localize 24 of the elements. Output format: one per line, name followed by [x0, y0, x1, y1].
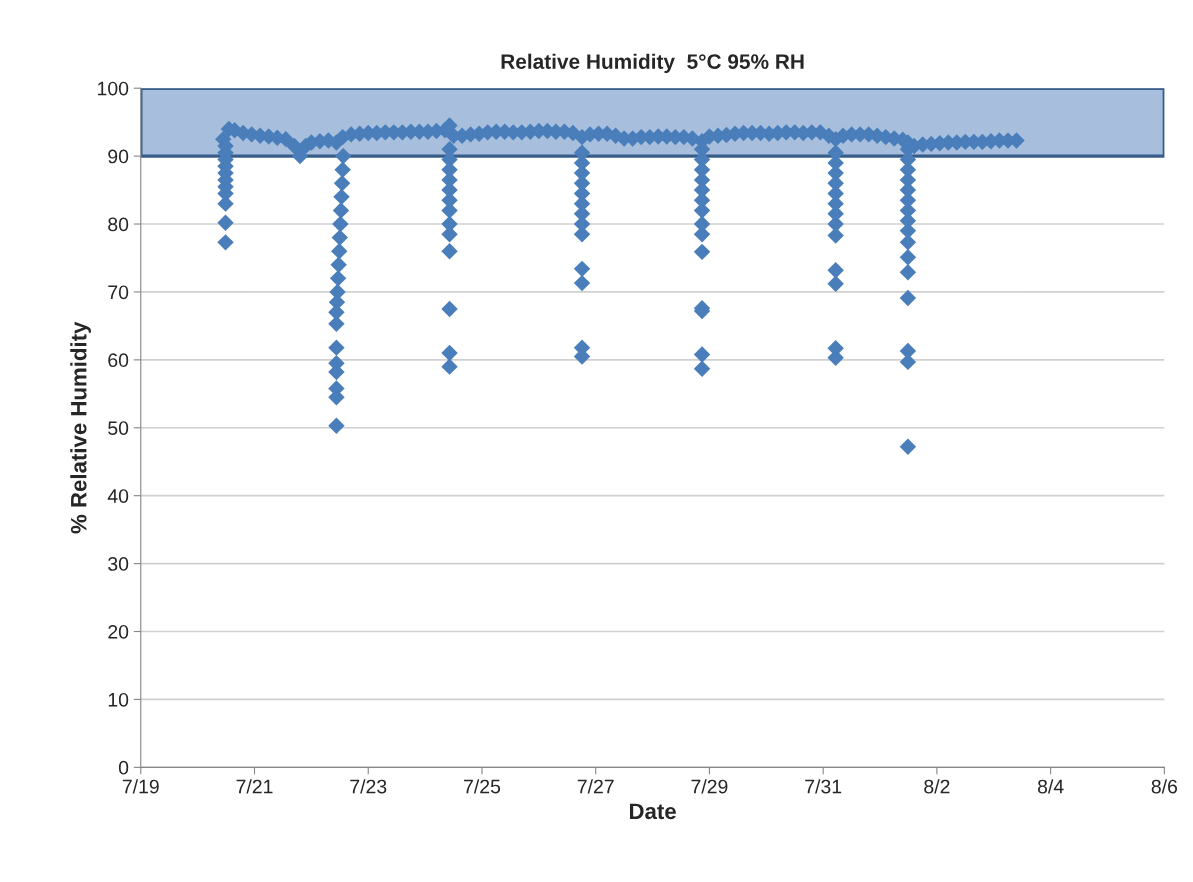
x-tick-label: 7/27	[577, 779, 614, 794]
x-axis-title: Date	[629, 803, 676, 820]
y-tick-label: 50	[108, 421, 129, 436]
y-tick-label: 20	[108, 624, 129, 639]
x-tick-label: 7/25	[464, 779, 501, 794]
y-tick-label: 10	[108, 692, 129, 707]
y-axis-title: % Relative Humidity	[70, 321, 91, 534]
y-tick-label: 80	[108, 217, 129, 232]
y-tick-label: 70	[108, 285, 129, 300]
y-tick-label: 30	[108, 557, 129, 571]
y-tick-label: 40	[107, 489, 129, 503]
x-tick-label: 8/2	[924, 779, 950, 794]
x-tick-label: 8/4	[1037, 779, 1064, 794]
x-tick-label: 7/23	[350, 779, 387, 794]
y-tick-label: 90	[108, 149, 129, 164]
x-tick-label: 8/6	[1151, 779, 1178, 794]
y-tick-label: 0	[118, 760, 129, 775]
chart-title: Relative Humidity 5°C 95% RH	[501, 53, 804, 74]
x-tick-label: 7/31	[805, 779, 842, 794]
y-tick-label: 100	[98, 81, 129, 96]
x-tick-label: 7/19	[122, 779, 159, 794]
y-tick-label: 60	[108, 353, 129, 368]
x-tick-label: 7/21	[236, 779, 273, 794]
x-tick-label: 7/29	[691, 779, 728, 794]
